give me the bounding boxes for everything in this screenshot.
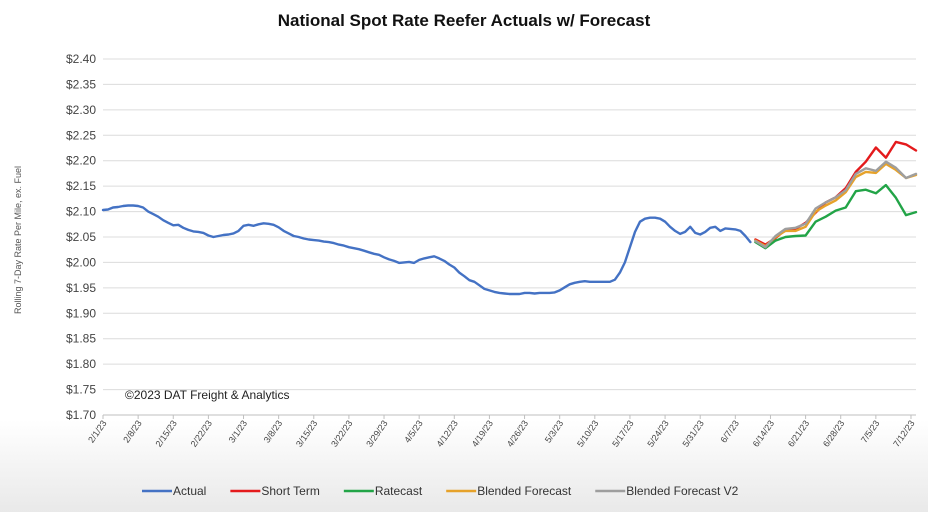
x-tick-label: 5/10/23	[575, 418, 600, 448]
x-tick-label: 4/26/23	[505, 418, 530, 448]
x-tick-label: 4/12/23	[435, 418, 460, 448]
legend-label-blended-forecast-v2: Blended Forecast V2	[626, 484, 738, 498]
y-axis-label: Rolling 7-Day Rate Per Mile, ex. Fuel	[13, 166, 23, 314]
gridlines	[103, 58, 916, 416]
x-tick-label: 3/29/23	[364, 418, 389, 448]
x-tick-label: 6/14/23	[751, 418, 776, 448]
series-line-blended-forecast	[754, 162, 918, 248]
x-tick-label: 4/5/23	[402, 418, 425, 444]
x-tick-label: 6/28/23	[821, 418, 846, 448]
y-tick-label: $2.00	[66, 255, 96, 269]
x-tick-label: 5/31/23	[680, 418, 705, 448]
chart-title: National Spot Rate Reefer Actuals w/ For…	[278, 11, 651, 30]
x-tick-label: 7/12/23	[891, 418, 916, 448]
x-tick-label: 7/5/23	[859, 418, 882, 444]
x-tick-label: 5/3/23	[543, 418, 566, 444]
legend-label-ratecast: Ratecast	[375, 484, 423, 498]
y-tick-label: $2.25	[66, 128, 96, 142]
x-axis-ticks: 2/1/23 2/8/23 2/15/23 2/22/23 3/1/23 3/8/23 3/…	[86, 414, 917, 449]
y-axis-ticks: $1.70 $1.75 $1.80 $1.85 $1.90 $1.95 $2.00 $2.05…	[66, 52, 96, 422]
y-tick-label: $1.90	[66, 306, 96, 320]
x-tick-label: 2/15/23	[153, 418, 178, 448]
y-tick-label: $2.30	[66, 103, 96, 117]
series-lines	[101, 140, 918, 296]
y-tick-label: $2.15	[66, 179, 96, 193]
x-tick-label: 2/1/23	[86, 418, 109, 444]
x-tick-label: 5/17/23	[610, 418, 635, 448]
copyright-note: ©2023 DAT Freight & Analytics	[125, 388, 289, 402]
y-tick-label: $1.70	[66, 408, 96, 422]
y-tick-label: $2.05	[66, 230, 96, 244]
y-tick-label: $1.75	[66, 383, 96, 397]
x-tick-label: 2/8/23	[121, 418, 144, 444]
y-tick-label: $2.20	[66, 154, 96, 168]
legend-label-actual: Actual	[173, 484, 206, 498]
y-tick-label: $1.85	[66, 332, 96, 346]
y-tick-label: $1.80	[66, 357, 96, 371]
x-tick-label: 3/22/23	[329, 418, 354, 448]
x-tick-label: 6/7/23	[718, 418, 741, 444]
series-line-ratecast	[754, 183, 918, 250]
legend-label-short-term: Short Term	[261, 484, 319, 498]
x-tick-label: 4/19/23	[470, 418, 495, 448]
x-tick-label: 5/24/23	[645, 418, 670, 448]
series-line-blended-forecast-v2	[754, 160, 918, 249]
x-tick-label: 3/8/23	[262, 418, 285, 444]
y-tick-label: $2.10	[66, 205, 96, 219]
series-line-actual	[101, 204, 752, 296]
legend-label-blended-forecast: Blended Forecast	[477, 484, 572, 498]
x-tick-label: 3/15/23	[294, 418, 319, 448]
y-tick-label: $2.40	[66, 52, 96, 66]
x-tick-label: 6/21/23	[786, 418, 811, 448]
y-tick-label: $1.95	[66, 281, 96, 295]
x-tick-label: 3/1/23	[227, 418, 250, 444]
y-tick-label: $2.35	[66, 77, 96, 91]
legend: Actual Short Term Ratecast Blended Forecast…	[142, 484, 739, 498]
x-tick-label: 2/22/23	[189, 418, 214, 448]
